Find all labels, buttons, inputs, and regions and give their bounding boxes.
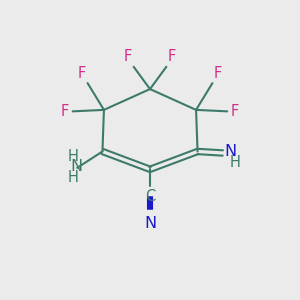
Text: F: F <box>78 66 86 81</box>
Text: N: N <box>70 159 83 174</box>
Text: F: F <box>214 66 222 81</box>
Text: H: H <box>68 149 79 164</box>
Text: H: H <box>68 170 79 185</box>
Text: H: H <box>230 155 241 170</box>
Text: N: N <box>224 144 236 159</box>
Text: F: F <box>168 50 176 64</box>
Text: C: C <box>145 189 155 204</box>
Text: N: N <box>144 216 156 231</box>
Text: F: F <box>61 104 69 119</box>
Text: F: F <box>124 50 132 64</box>
Text: F: F <box>231 104 239 119</box>
